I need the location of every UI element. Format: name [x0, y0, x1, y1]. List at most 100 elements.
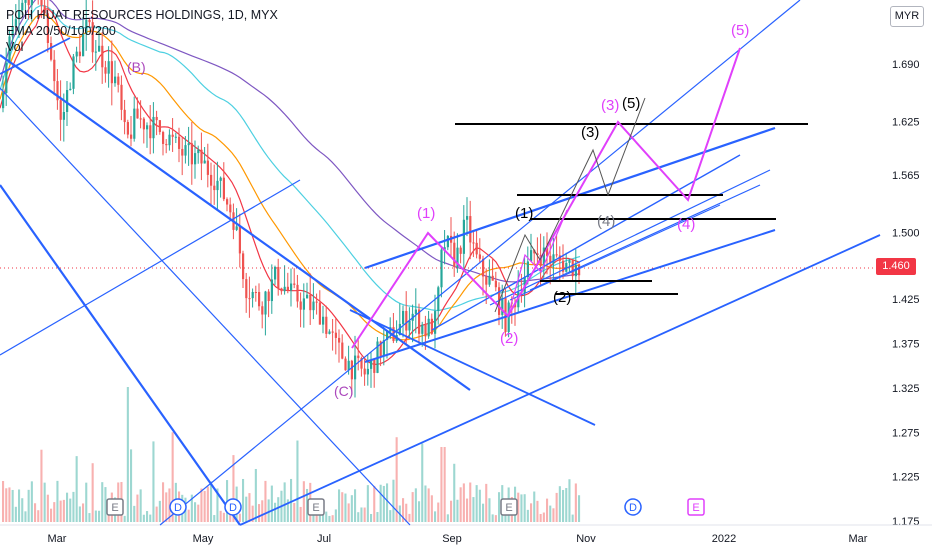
volume-bar — [424, 485, 427, 522]
volume-bar — [286, 499, 289, 522]
candle-body — [235, 226, 238, 230]
volume-bar — [123, 515, 126, 522]
candle-body — [318, 302, 321, 325]
candle-body — [181, 148, 184, 156]
volume-bar — [37, 510, 40, 522]
volume-bar — [258, 504, 261, 522]
candle-body — [347, 360, 350, 371]
y-tick-label: 1.175 — [892, 516, 920, 528]
candle-body — [309, 294, 312, 311]
candle-body — [370, 359, 373, 369]
candle-body — [555, 254, 558, 256]
candle-body — [120, 84, 123, 110]
candle-body — [488, 275, 491, 285]
volume-bar — [379, 484, 382, 522]
earnings-marker — [106, 498, 124, 516]
volume-bar — [565, 488, 568, 522]
candle-body — [382, 339, 385, 357]
candle-body — [501, 297, 504, 315]
volume-bar — [526, 509, 529, 522]
volume-bar — [434, 511, 437, 522]
x-tick-label: Sep — [442, 533, 462, 545]
candle-body — [50, 42, 53, 60]
candle-body — [149, 125, 152, 139]
volume-bar — [475, 485, 478, 522]
volume-bar — [306, 488, 309, 522]
candle-body — [328, 331, 331, 334]
volume-bar — [549, 505, 552, 522]
volume-bar — [27, 489, 30, 522]
volume-bar — [539, 513, 542, 522]
volume-bar — [578, 495, 581, 522]
dividend-marker — [169, 498, 187, 516]
candle-body — [533, 250, 536, 254]
volume-bar — [293, 502, 296, 522]
volume-bar — [5, 488, 8, 522]
candle-body — [405, 310, 408, 331]
candle-body — [146, 125, 149, 130]
candle-body — [437, 287, 440, 312]
volume-bar — [155, 506, 158, 522]
volume-bar — [206, 486, 209, 522]
candle-body — [482, 258, 485, 277]
volume-bar — [440, 447, 443, 522]
candle-body — [248, 298, 251, 300]
volume-bar — [203, 490, 206, 522]
volume-bar — [498, 492, 501, 522]
candle-body — [98, 45, 101, 52]
volume-bar — [411, 492, 414, 522]
volume-bar — [530, 503, 533, 522]
candle-body — [258, 292, 261, 307]
trendline — [239, 234, 881, 526]
volume-bar — [34, 503, 37, 522]
candle-body — [478, 254, 481, 259]
volume-bar — [453, 463, 456, 522]
volume-bar — [190, 494, 193, 522]
volume-bar — [200, 488, 203, 522]
trendline — [349, 309, 596, 426]
candle-body — [5, 62, 8, 94]
candle-body — [472, 242, 475, 244]
volume-bar — [2, 481, 5, 522]
volume-bar — [210, 481, 213, 522]
volume-bar — [66, 492, 69, 522]
candle-body — [53, 59, 56, 82]
candle-body — [101, 45, 104, 68]
y-tick-label: 1.625 — [892, 116, 920, 128]
volume-bar — [78, 506, 81, 522]
volume-bar — [488, 498, 491, 522]
volume-bar — [142, 514, 145, 522]
candle-body — [165, 143, 168, 146]
candle-body — [75, 51, 78, 57]
volume-bar — [126, 387, 129, 522]
volume-bar — [402, 498, 405, 522]
volume-bar — [242, 478, 245, 522]
volume-bar — [421, 443, 424, 522]
volume-bar — [437, 502, 440, 522]
event-label: E — [505, 502, 512, 514]
volume-bar — [571, 514, 574, 522]
trendline — [0, 87, 411, 526]
volume-bar — [366, 485, 369, 522]
volume-bar — [370, 513, 373, 522]
candle-body — [414, 309, 417, 314]
trendline — [489, 169, 771, 306]
volume-bar — [101, 482, 104, 522]
volume-bar — [165, 492, 168, 522]
candle-body — [187, 143, 190, 146]
trendline — [431, 154, 741, 331]
volume-bar — [264, 480, 267, 522]
candle-body — [203, 160, 206, 164]
currency-button[interactable]: MYR — [890, 6, 924, 27]
volume-bar — [251, 505, 254, 522]
volume-bar — [24, 511, 27, 522]
volume-bar — [46, 494, 49, 522]
ema20-line — [0, 8, 581, 366]
candle-body — [66, 89, 69, 113]
candle-body — [408, 320, 411, 331]
candle-body — [552, 254, 555, 264]
volume-bar — [408, 513, 411, 522]
candle-body — [184, 145, 187, 156]
candle-body — [440, 249, 443, 288]
